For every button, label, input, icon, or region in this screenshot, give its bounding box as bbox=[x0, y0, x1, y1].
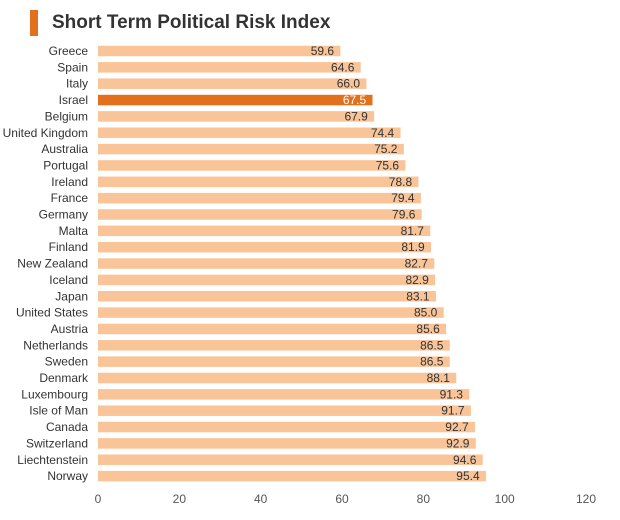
value-label-france: 79.4 bbox=[391, 191, 415, 205]
bar-united-kingdom bbox=[98, 127, 401, 138]
x-tick-label-0: 0 bbox=[95, 492, 102, 506]
category-label-spain: Spain bbox=[57, 60, 88, 74]
bar-spain bbox=[98, 62, 361, 73]
category-label-iceland: Iceland bbox=[49, 273, 88, 287]
value-label-liechtenstein: 94.6 bbox=[453, 453, 477, 467]
value-label-spain: 64.6 bbox=[331, 60, 355, 74]
value-label-isle-of-man: 91.7 bbox=[441, 404, 465, 418]
category-label-australia: Australia bbox=[41, 142, 88, 156]
value-label-denmark: 88.1 bbox=[427, 371, 451, 385]
category-label-denmark: Denmark bbox=[39, 371, 89, 385]
value-label-germany: 79.6 bbox=[392, 208, 416, 222]
category-label-portugal: Portugal bbox=[43, 158, 88, 172]
category-label-new-zealand: New Zealand bbox=[17, 257, 88, 271]
value-label-iceland: 82.9 bbox=[405, 273, 429, 287]
category-label-canada: Canada bbox=[46, 420, 88, 434]
bar-switzerland bbox=[98, 438, 476, 449]
bar-liechtenstein bbox=[98, 454, 483, 465]
bar-france bbox=[98, 192, 421, 204]
category-label-belgium: Belgium bbox=[45, 109, 88, 123]
value-label-israel: 67.5 bbox=[343, 93, 367, 107]
bar-new-zealand bbox=[98, 258, 435, 269]
bar-netherlands bbox=[98, 340, 450, 351]
bar-finland bbox=[98, 241, 432, 253]
category-label-austria: Austria bbox=[51, 322, 89, 336]
value-label-luxembourg: 91.3 bbox=[440, 387, 464, 401]
category-label-malta: Malta bbox=[59, 224, 89, 238]
bar-ireland bbox=[98, 176, 419, 188]
bar-isle-of-man bbox=[98, 405, 471, 416]
value-label-united-states: 85.0 bbox=[414, 306, 438, 320]
value-label-belgium: 67.9 bbox=[344, 109, 368, 123]
value-label-netherlands: 86.5 bbox=[420, 338, 444, 352]
value-label-portugal: 75.6 bbox=[376, 158, 400, 172]
x-tick-label-60: 60 bbox=[335, 492, 349, 506]
bar-austria bbox=[98, 323, 447, 335]
category-label-italy: Italy bbox=[66, 77, 88, 91]
value-label-sweden: 86.5 bbox=[420, 355, 444, 369]
bar-japan bbox=[98, 291, 436, 302]
category-label-israel: Israel bbox=[59, 93, 88, 107]
bar-israel bbox=[98, 94, 373, 106]
value-label-canada: 92.7 bbox=[445, 420, 469, 434]
x-tick-label-100: 100 bbox=[495, 492, 515, 506]
category-label-united-states: United States bbox=[16, 306, 88, 320]
bar-germany bbox=[98, 209, 422, 220]
bar-luxembourg bbox=[98, 389, 470, 400]
title-accent-bar bbox=[30, 10, 38, 36]
bar-denmark bbox=[98, 372, 457, 384]
category-label-united-kingdom: United Kingdom bbox=[3, 126, 88, 140]
bar-united-states bbox=[98, 307, 444, 318]
x-tick-label-20: 20 bbox=[173, 492, 187, 506]
value-label-japan: 83.1 bbox=[406, 289, 430, 303]
category-label-netherlands: Netherlands bbox=[23, 338, 88, 352]
category-label-norway: Norway bbox=[47, 469, 88, 483]
value-label-australia: 75.2 bbox=[374, 142, 398, 156]
category-label-japan: Japan bbox=[55, 289, 88, 303]
bar-italy bbox=[98, 78, 367, 89]
chart-title: Short Term Political Risk Index bbox=[52, 12, 331, 33]
bar-norway bbox=[98, 470, 486, 482]
value-label-greece: 59.6 bbox=[311, 44, 335, 58]
value-label-ireland: 78.8 bbox=[389, 175, 413, 189]
bar-greece bbox=[98, 45, 341, 57]
value-label-switzerland: 92.9 bbox=[446, 436, 470, 450]
value-label-new-zealand: 82.7 bbox=[405, 257, 429, 271]
x-tick-label-120: 120 bbox=[576, 492, 596, 506]
value-label-finland: 81.9 bbox=[401, 240, 425, 254]
bar-sweden bbox=[98, 356, 450, 367]
category-label-sweden: Sweden bbox=[45, 355, 88, 369]
bar-iceland bbox=[98, 274, 436, 286]
category-label-greece: Greece bbox=[49, 44, 89, 58]
category-label-ireland: Ireland bbox=[51, 175, 88, 189]
value-label-malta: 81.7 bbox=[401, 224, 425, 238]
category-label-france: France bbox=[51, 191, 89, 205]
category-label-liechtenstein: Liechtenstein bbox=[17, 453, 88, 467]
bar-portugal bbox=[98, 160, 406, 171]
value-label-italy: 66.0 bbox=[337, 77, 361, 91]
category-label-luxembourg: Luxembourg bbox=[21, 387, 88, 401]
category-label-switzerland: Switzerland bbox=[26, 436, 88, 450]
category-label-germany: Germany bbox=[39, 208, 88, 222]
category-label-finland: Finland bbox=[49, 240, 88, 254]
bar-belgium bbox=[98, 111, 375, 122]
category-label-isle-of-man: Isle of Man bbox=[29, 404, 88, 418]
value-label-norway: 95.4 bbox=[456, 469, 480, 483]
x-tick-label-40: 40 bbox=[254, 492, 268, 506]
value-label-united-kingdom: 74.4 bbox=[371, 126, 395, 140]
bar-malta bbox=[98, 225, 431, 237]
x-tick-label-80: 80 bbox=[417, 492, 431, 506]
value-label-austria: 85.6 bbox=[416, 322, 440, 336]
bar-canada bbox=[98, 421, 475, 433]
bar-australia bbox=[98, 143, 404, 155]
chart-header: Short Term Political Risk Index bbox=[30, 10, 330, 36]
